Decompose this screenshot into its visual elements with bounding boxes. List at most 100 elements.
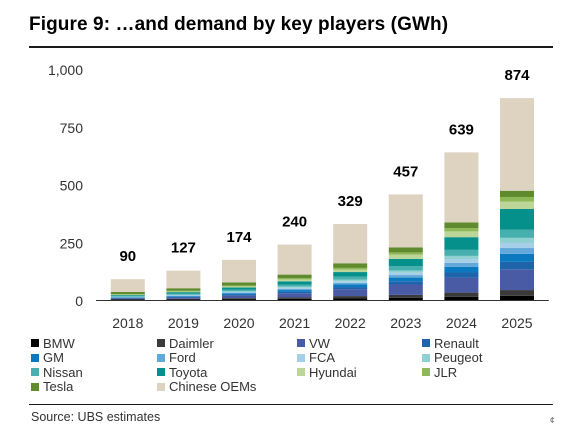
bar-segment [277,297,312,299]
bar-segment [444,249,479,256]
legend-label: Renault [434,335,479,351]
bar-segment [388,270,423,273]
bar-segment [222,294,256,296]
title-rule [29,46,553,48]
bar-segment [277,274,312,279]
legend-label: FCA [309,350,335,365]
x-tick-label: 2020 [223,315,254,331]
legend-item: Chinese OEMs [157,379,257,394]
legend-swatch [422,368,430,376]
bar-segment [333,298,368,300]
bar-segment [444,152,479,223]
bar-total-label: 874 [504,67,530,84]
legend-item: Tesla [31,379,74,394]
bar-segment [277,293,312,298]
bar-total-label: 457 [393,163,418,180]
bar-segment [388,252,423,255]
bar-segment [166,298,201,300]
bar-segment [166,297,201,299]
bar-segment [444,292,479,297]
legend-item: Ford [157,350,196,365]
bar-segment [500,269,534,291]
bar-segment [222,285,256,287]
bar-segment [500,190,534,197]
legend-label: JLR [434,364,458,380]
bar-segment [444,237,479,250]
corner-mark: ¢ [550,416,555,425]
bar-total-label: 90 [119,248,136,265]
bar-segment [500,242,534,249]
bar-segment [222,298,256,300]
bar-segment [388,258,423,267]
legend-item: GM [31,350,64,365]
legend-item: Hyundai [297,364,357,380]
bar-segment [222,289,256,292]
legend-swatch [422,353,430,362]
x-tick-label: 2025 [501,315,532,331]
bar-segment [222,259,256,283]
legend-label: Chinese OEMs [169,379,257,394]
bar-total-label: 174 [226,229,252,246]
legend-swatch [157,382,165,391]
bar-total-label: 240 [282,214,307,231]
bar-segment [388,284,423,295]
bar-segment [277,291,312,294]
legend-item: Toyota [157,365,207,380]
y-tick-label: 0 [75,293,83,309]
bar-segment [333,282,368,285]
bar-segment [277,244,312,275]
bar-segment [500,229,534,238]
bar-segment [222,292,256,294]
legend-swatch [31,339,39,347]
bar-segment [166,293,201,295]
bar-segment [277,286,312,288]
bar-segment [500,253,534,262]
bar-segment [222,282,256,286]
bar-segment [388,266,423,271]
legend-label: Peugeot [434,350,483,365]
bar-segment [444,266,479,273]
bar-segment [277,288,312,291]
bar-segment [166,288,201,291]
bar-segment [166,292,201,294]
bar-segment [500,295,534,300]
bar-segment [333,287,368,290]
legend-item: Daimler [157,336,214,351]
bar-segment [333,296,368,299]
legend-item: JLR [422,364,458,380]
bar-segment [110,295,145,297]
legend-swatch [297,353,305,362]
bar-segment [388,294,423,298]
bar-segment [222,287,256,290]
bar-segment [110,296,145,297]
footer-rule [29,404,553,405]
legend-swatch [297,368,305,376]
legend-label: Tesla [43,379,74,394]
bar-segment [110,279,145,292]
y-tick-label: 750 [60,120,84,136]
legend-item: FCA [297,350,335,365]
bar-segment [500,248,534,254]
bar-segment [388,275,423,278]
bar-segment [500,237,534,243]
x-tick-label: 2018 [112,315,143,331]
bar-segment [444,231,479,238]
bar-segment [166,270,201,289]
figure-title: Figure 9: …and demand by key players (GW… [29,14,449,35]
legend-label: GM [43,350,64,365]
bar-segment [444,262,479,267]
legend-label: Hyundai [309,364,357,380]
bar-segment [277,287,312,289]
bar-segment [500,98,534,191]
bar-segment [222,293,256,295]
bar-segment [333,224,368,264]
legend-label: BMW [43,335,75,351]
x-tick-label: 2019 [168,315,199,331]
bar-segment [333,267,368,270]
bar-segment [166,291,201,293]
bar-total-label: 639 [449,121,474,138]
bar-segment [277,281,312,285]
bar-segment [444,228,479,232]
y-tick-label: 1,000 [48,62,83,78]
legend-swatch [157,339,165,347]
